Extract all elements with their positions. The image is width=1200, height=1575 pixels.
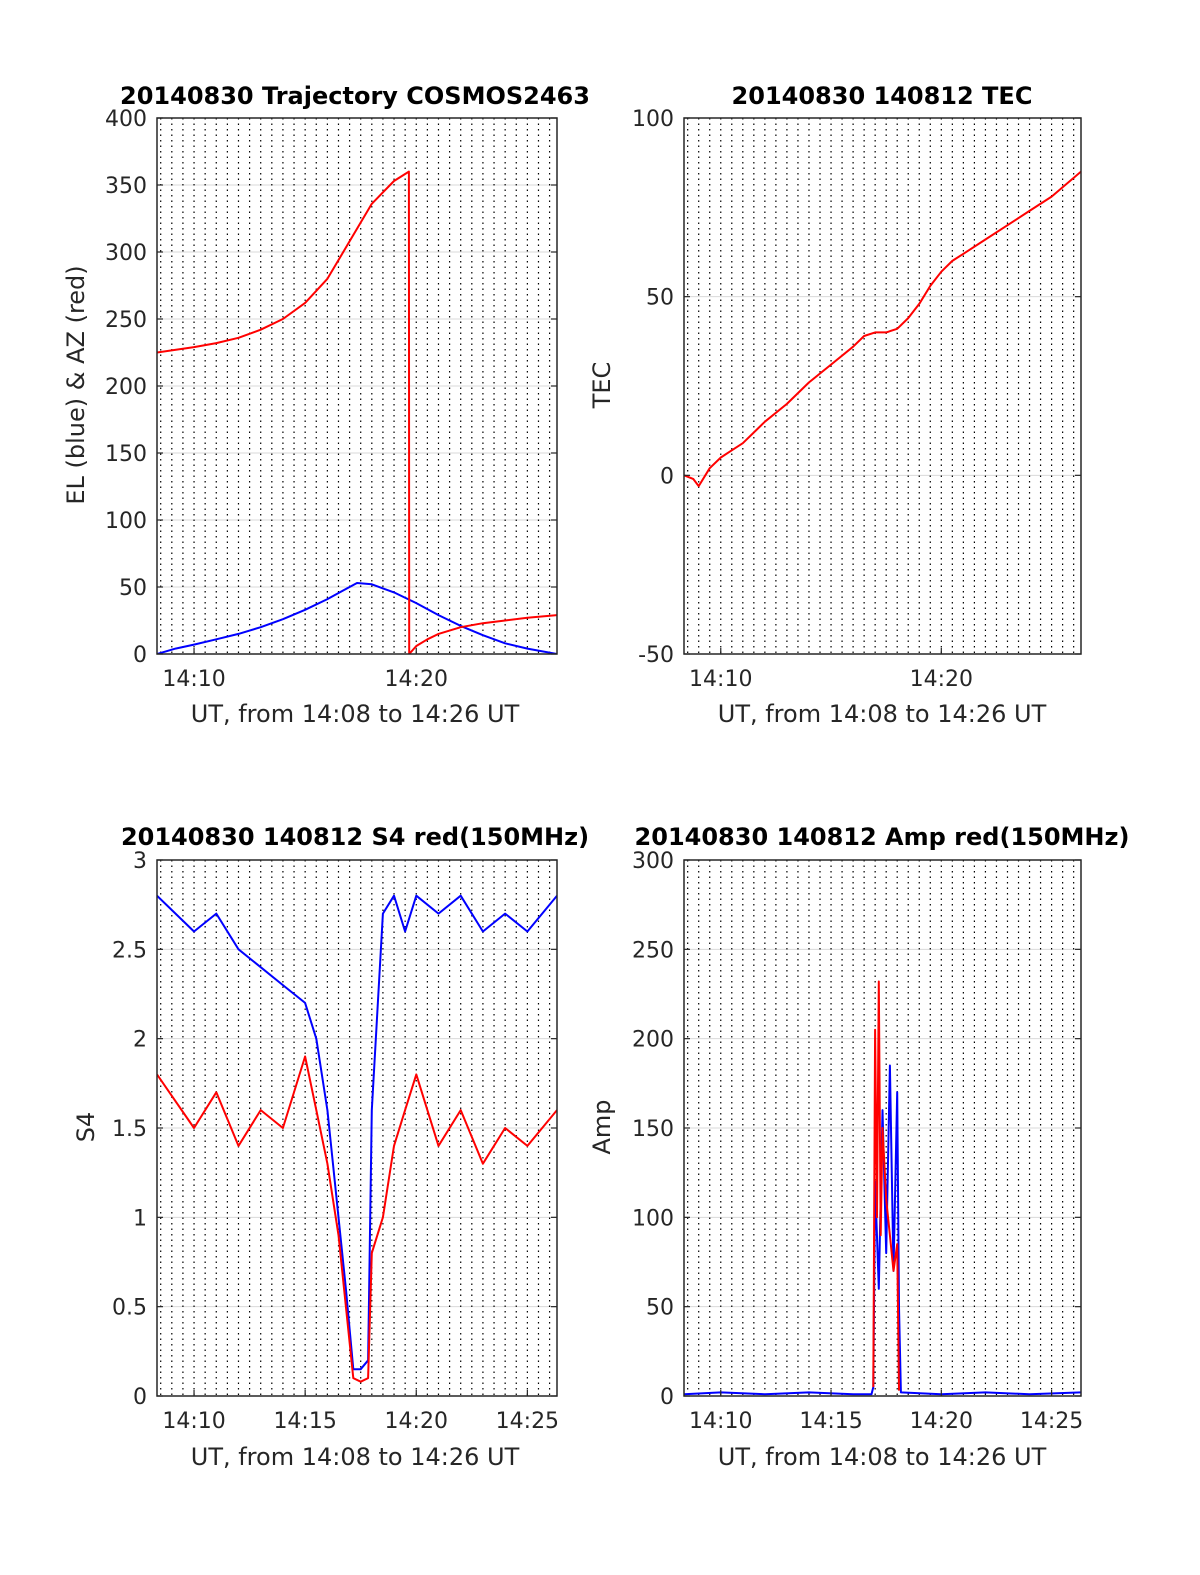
s4-xtick-label: 14:15 xyxy=(273,1409,336,1434)
amp-ytick-label: 50 xyxy=(646,1296,674,1321)
tec-ytick-label: 100 xyxy=(632,107,674,132)
trajectory-series-blue xyxy=(157,582,557,654)
tec-xtick-label: 14:20 xyxy=(910,667,973,692)
trajectory-ytick-label: 100 xyxy=(105,509,147,534)
s4-ytick-label: 3 xyxy=(133,849,147,874)
amp-xtick-label: 14:20 xyxy=(910,1409,973,1434)
trajectory-ytick-label: 400 xyxy=(105,107,147,132)
amp-ytick-label: 0 xyxy=(660,1385,674,1410)
s4-xtick-label: 14:10 xyxy=(162,1409,225,1434)
trajectory-ytick-label: 250 xyxy=(105,308,147,333)
trajectory-series-red xyxy=(157,170,557,654)
tec-ytick-label: 0 xyxy=(660,464,674,489)
trajectory-panel: 20140830 Trajectory COSMOS2463 UT, from … xyxy=(62,82,590,728)
s4-ytick-label: 0 xyxy=(133,1385,147,1410)
tec-xlabel: UT, from 14:08 to 14:26 UT xyxy=(718,700,1047,728)
s4-ytick-label: 2 xyxy=(133,1028,147,1053)
amp-ytick-label: 250 xyxy=(632,938,674,963)
amp-title: 20140830 140812 Amp red(150MHz) xyxy=(635,823,1130,851)
trajectory-ylabel: EL (blue) & AZ (red) xyxy=(62,265,90,504)
trajectory-xtick-label: 14:20 xyxy=(385,667,448,692)
amp-xlabel: UT, from 14:08 to 14:26 UT xyxy=(718,1443,1047,1471)
tec-series-red xyxy=(684,170,1081,488)
tec-panel: 20140830 140812 TEC UT, from 14:08 to 14… xyxy=(588,82,1082,728)
trajectory-ytick-label: 150 xyxy=(105,442,147,467)
tec-ytick-label: -50 xyxy=(638,643,674,668)
tec-axes-box xyxy=(683,117,1082,655)
amp-series-red xyxy=(872,980,900,1391)
s4-series-blue xyxy=(157,894,557,1371)
s4-series-red xyxy=(157,1055,557,1383)
s4-xlabel: UT, from 14:08 to 14:26 UT xyxy=(191,1443,520,1471)
trajectory-xtick-label: 14:10 xyxy=(162,667,225,692)
trajectory-ytick-label: 350 xyxy=(105,174,147,199)
s4-xtick-label: 14:25 xyxy=(496,1409,559,1434)
s4-ylabel: S4 xyxy=(72,1112,100,1143)
tec-ylabel: TEC xyxy=(588,362,616,410)
amp-ylabel: Amp xyxy=(588,1099,616,1154)
tec-ytick-label: 50 xyxy=(646,286,674,311)
amp-ytick-label: 150 xyxy=(632,1117,674,1142)
s4-panel: 20140830 140812 S4 red(150MHz) UT, from … xyxy=(72,823,589,1471)
amp-xtick-label: 14:15 xyxy=(799,1409,862,1434)
s4-ytick-label: 2.5 xyxy=(112,938,147,963)
s4-ytick-label: 1.5 xyxy=(112,1117,147,1142)
s4-ytick-label: 0.5 xyxy=(112,1296,147,1321)
trajectory-ytick-label: 300 xyxy=(105,241,147,266)
amp-xtick-label: 14:25 xyxy=(1020,1409,1083,1434)
tec-title: 20140830 140812 TEC xyxy=(732,82,1033,110)
tec-xtick-label: 14:10 xyxy=(689,667,752,692)
trajectory-xlabel: UT, from 14:08 to 14:26 UT xyxy=(191,700,520,728)
s4-ytick-label: 1 xyxy=(133,1206,147,1231)
trajectory-ytick-label: 200 xyxy=(105,375,147,400)
trajectory-title: 20140830 Trajectory COSMOS2463 xyxy=(120,82,590,110)
amp-panel: 20140830 140812 Amp red(150MHz) UT, from… xyxy=(588,823,1129,1471)
s4-xtick-label: 14:20 xyxy=(385,1409,448,1434)
amp-ytick-label: 200 xyxy=(632,1028,674,1053)
s4-title: 20140830 140812 S4 red(150MHz) xyxy=(121,823,589,851)
trajectory-ytick-label: 50 xyxy=(119,576,147,601)
amp-ytick-label: 100 xyxy=(632,1206,674,1231)
amp-ytick-label: 300 xyxy=(632,849,674,874)
trajectory-ytick-label: 0 xyxy=(133,643,147,668)
amp-xtick-label: 14:10 xyxy=(689,1409,752,1434)
